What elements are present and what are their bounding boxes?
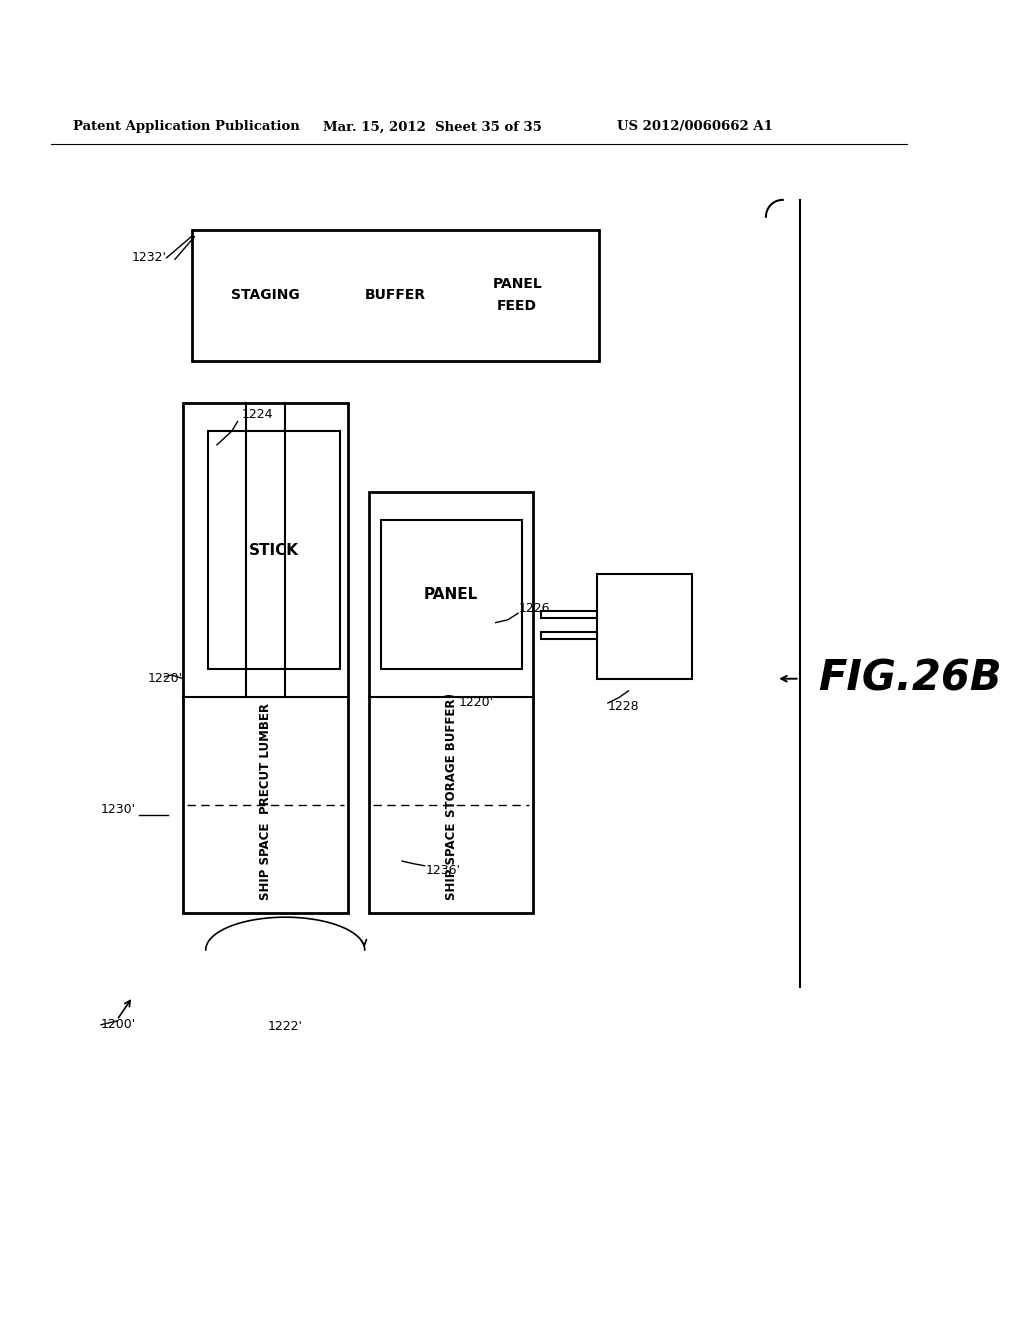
Bar xyxy=(370,491,534,912)
Text: 1236': 1236' xyxy=(426,863,461,876)
Text: 1224: 1224 xyxy=(242,408,272,421)
Text: PANEL: PANEL xyxy=(493,277,542,290)
Text: Mar. 15, 2012  Sheet 35 of 35: Mar. 15, 2012 Sheet 35 of 35 xyxy=(323,120,542,133)
Text: 1226: 1226 xyxy=(519,602,551,615)
Text: BUFFER: BUFFER xyxy=(365,288,426,302)
Text: STAGING: STAGING xyxy=(230,288,299,302)
Text: 1228: 1228 xyxy=(608,701,640,713)
Text: FIG.26B: FIG.26B xyxy=(818,657,1001,700)
Bar xyxy=(208,430,340,669)
Text: PRECUT LUMBER: PRECUT LUMBER xyxy=(259,702,272,813)
Text: STORAGE BUFFER: STORAGE BUFFER xyxy=(444,700,458,817)
Text: 1220': 1220' xyxy=(147,672,183,685)
Bar xyxy=(191,230,599,360)
Bar xyxy=(381,520,522,669)
Bar xyxy=(183,403,348,912)
Bar xyxy=(541,611,597,618)
Text: STICK: STICK xyxy=(249,543,299,557)
Text: 1200': 1200' xyxy=(101,1018,136,1031)
Text: US 2012/0060662 A1: US 2012/0060662 A1 xyxy=(617,120,773,133)
Text: 1230': 1230' xyxy=(101,803,136,816)
Bar xyxy=(597,574,692,678)
Text: FEED: FEED xyxy=(498,300,538,313)
Text: PANEL: PANEL xyxy=(424,587,478,602)
Text: SHIP SPACE: SHIP SPACE xyxy=(444,822,458,900)
Text: 1222': 1222' xyxy=(267,1020,303,1034)
Text: Patent Application Publication: Patent Application Publication xyxy=(73,120,300,133)
Text: 1232': 1232' xyxy=(131,251,167,264)
Text: 1220': 1220' xyxy=(459,696,494,709)
Bar xyxy=(541,631,597,639)
Text: SHIP SPACE: SHIP SPACE xyxy=(259,822,272,900)
